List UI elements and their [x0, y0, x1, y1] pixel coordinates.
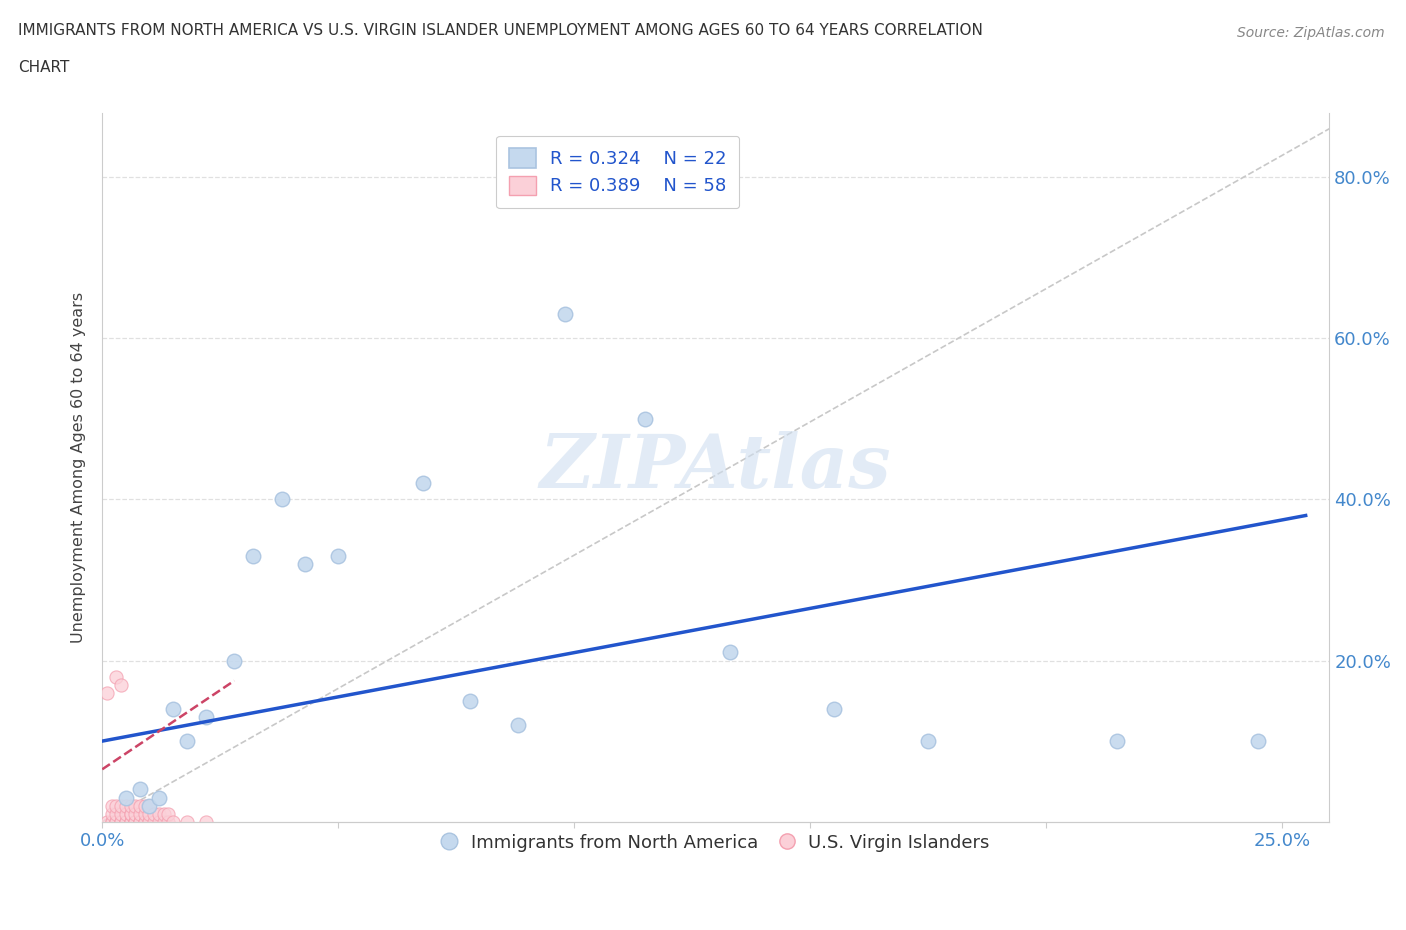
Point [917, 734, 939, 749]
Point [195, 815, 218, 830]
Point [100, 815, 122, 830]
Point [124, 798, 146, 813]
Point [129, 815, 152, 830]
Point [143, 806, 166, 821]
Point [224, 653, 246, 668]
Point [148, 815, 170, 830]
Point [96, 815, 118, 830]
Point [138, 815, 160, 830]
Point [134, 798, 156, 813]
Point [270, 492, 292, 507]
Point [105, 798, 128, 813]
Point [110, 815, 132, 830]
Text: Source: ZipAtlas.com: Source: ZipAtlas.com [1237, 26, 1385, 40]
Point [120, 815, 142, 830]
Point [242, 549, 264, 564]
Point [554, 307, 576, 322]
Point [124, 815, 146, 830]
Point [162, 701, 184, 716]
Text: IMMIGRANTS FROM NORTH AMERICA VS U.S. VIRGIN ISLANDER UNEMPLOYMENT AMONG AGES 60: IMMIGRANTS FROM NORTH AMERICA VS U.S. VI… [18, 23, 983, 38]
Point [460, 694, 482, 709]
Point [105, 806, 128, 821]
Point [138, 798, 160, 813]
Point [143, 815, 166, 830]
Point [114, 815, 136, 830]
Point [412, 476, 434, 491]
Point [110, 798, 132, 813]
Point [718, 645, 741, 660]
Point [100, 806, 122, 821]
Point [129, 798, 152, 813]
Point [110, 815, 132, 830]
Point [110, 677, 132, 692]
Point [114, 815, 136, 830]
Point [134, 806, 156, 821]
Point [138, 806, 160, 821]
Point [176, 734, 198, 749]
Point [152, 815, 174, 830]
Point [138, 815, 160, 830]
Point [114, 798, 136, 813]
Point [100, 815, 122, 830]
Y-axis label: Unemployment Among Ages 60 to 64 years: Unemployment Among Ages 60 to 64 years [72, 292, 86, 643]
Point [157, 815, 180, 830]
Point [157, 806, 180, 821]
Point [114, 790, 136, 805]
Point [129, 806, 152, 821]
Point [114, 806, 136, 821]
Point [162, 815, 184, 830]
Point [634, 411, 657, 426]
Point [105, 670, 128, 684]
Point [328, 549, 350, 564]
Legend: Immigrants from North America, U.S. Virgin Islanders: Immigrants from North America, U.S. Virg… [434, 826, 997, 858]
Point [134, 815, 156, 830]
Point [129, 782, 152, 797]
Point [176, 815, 198, 830]
Point [129, 815, 152, 830]
Point [823, 701, 845, 716]
Point [506, 718, 529, 733]
Point [1105, 734, 1128, 749]
Point [138, 798, 160, 813]
Point [120, 815, 142, 830]
Point [120, 806, 142, 821]
Point [124, 806, 146, 821]
Point [96, 685, 118, 700]
Point [120, 815, 142, 830]
Point [110, 815, 132, 830]
Point [148, 790, 170, 805]
Point [105, 815, 128, 830]
Point [195, 710, 218, 724]
Point [110, 806, 132, 821]
Point [105, 815, 128, 830]
Point [124, 815, 146, 830]
Point [124, 815, 146, 830]
Point [120, 798, 142, 813]
Point [105, 815, 128, 830]
Point [1247, 734, 1270, 749]
Point [134, 815, 156, 830]
Text: ZIPAtlas: ZIPAtlas [540, 431, 891, 503]
Point [152, 806, 174, 821]
Point [100, 798, 122, 813]
Point [129, 815, 152, 830]
Point [148, 806, 170, 821]
Point [294, 556, 316, 571]
Point [114, 815, 136, 830]
Text: CHART: CHART [18, 60, 70, 75]
Point [120, 806, 142, 821]
